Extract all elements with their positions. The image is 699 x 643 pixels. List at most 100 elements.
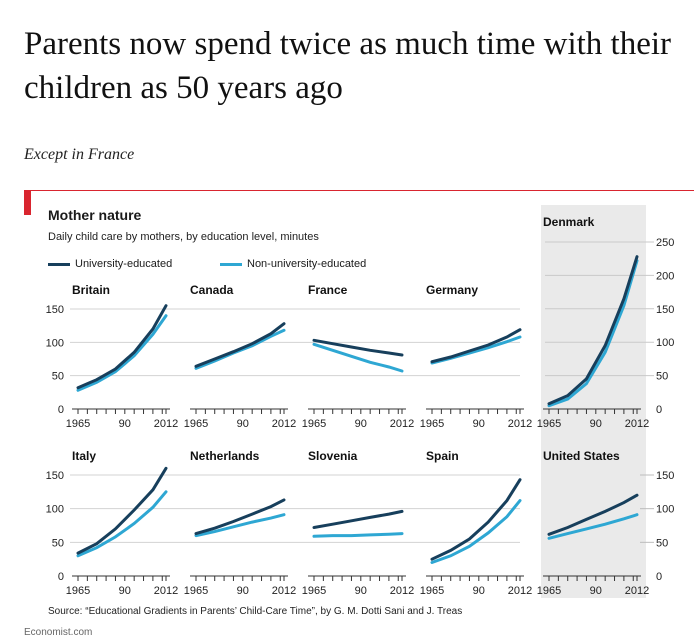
panel-title: Germany <box>426 283 478 297</box>
y-tick-label-denmark: 0 <box>656 404 662 416</box>
panel-netherlands: Netherlands 1965 90 2012 <box>184 449 296 597</box>
series-line-non-university <box>312 342 404 373</box>
y-tick-label-denmark: 200 <box>656 270 674 282</box>
legend-label-university: University-educated <box>75 258 173 270</box>
panel-title: Spain <box>426 449 459 463</box>
series-line-university <box>312 509 404 529</box>
x-tick-label: 2012 <box>272 418 296 430</box>
chart-subtitle: Daily child care by mothers, by educatio… <box>48 231 319 243</box>
legend-swatch-non-university <box>220 262 242 266</box>
panel-italy: Italy 1965 90 2012 <box>66 449 178 597</box>
panel-spain: Spain 1965 90 2012 <box>420 449 532 597</box>
panel-denmark: Denmark 1965 90 2012 <box>537 215 649 430</box>
x-tick-label: 1965 <box>537 418 561 430</box>
y-tick-label: 50 <box>52 371 64 383</box>
x-tick-label: 2012 <box>390 418 414 430</box>
y-tick-label: 100 <box>46 337 64 349</box>
series-line-non-university <box>76 490 168 558</box>
accent-tag <box>24 190 31 215</box>
source-note: Source: “Educational Gradients in Parent… <box>48 606 463 617</box>
x-tick-label: 90 <box>473 418 485 430</box>
series-line-non-university <box>547 259 639 408</box>
x-tick-label: 2012 <box>154 418 178 430</box>
panel-united-states: United States 1965 90 2012 <box>537 449 649 597</box>
x-tick-label: 90 <box>590 585 602 597</box>
series-line-university <box>312 338 404 357</box>
x-tick-label: 2012 <box>390 585 414 597</box>
panel-britain: Britain 1965 90 2012 <box>66 283 178 430</box>
x-tick-label: 2012 <box>625 585 649 597</box>
series-line-university <box>547 255 639 406</box>
panel-title: Italy <box>72 449 96 463</box>
headline: Parents now spend twice as much time wit… <box>24 26 672 106</box>
x-tick-label: 2012 <box>508 418 532 430</box>
x-tick-label: 90 <box>237 418 249 430</box>
panel-france: France 1965 90 2012 <box>302 283 414 430</box>
x-tick-label: 90 <box>355 585 367 597</box>
x-tick-label: 2012 <box>508 585 532 597</box>
panel-title: Slovenia <box>308 449 358 463</box>
y-tick-label-denmark: 100 <box>656 337 674 349</box>
panel-title: France <box>308 283 348 297</box>
x-tick-label: 1965 <box>66 418 90 430</box>
x-tick-label: 1965 <box>302 585 326 597</box>
legend-label-non-university: Non-university-educated <box>247 258 367 270</box>
subheadline: Except in France <box>24 146 135 163</box>
x-tick-label: 1965 <box>537 585 561 597</box>
panel-title: Denmark <box>543 215 595 229</box>
chart-title: Mother nature <box>48 207 142 223</box>
x-tick-label: 90 <box>119 585 131 597</box>
panel-slovenia: Slovenia 1965 90 2012 <box>302 449 414 597</box>
x-tick-label: 2012 <box>272 585 296 597</box>
x-tick-label: 2012 <box>154 585 178 597</box>
x-tick-label: 90 <box>590 418 602 430</box>
y-tick-label: 100 <box>46 504 64 516</box>
y-tick-label: 50 <box>52 537 64 549</box>
series-line-non-university <box>312 532 404 538</box>
legend-item-non-university: Non-university-educated <box>220 258 366 270</box>
y-tick-label: 0 <box>58 404 64 416</box>
x-tick-label: 1965 <box>66 585 90 597</box>
legend-item-university: University-educated <box>48 258 172 270</box>
panel-title: Britain <box>72 283 110 297</box>
y-tick-label-right: 50 <box>656 537 668 549</box>
x-tick-label: 1965 <box>302 418 326 430</box>
brand-credit: Economist.com <box>24 627 93 638</box>
panel-germany: Germany 1965 90 2012 <box>420 283 532 430</box>
panel-canada: Canada 1965 90 2012 <box>184 283 296 430</box>
x-tick-label: 90 <box>237 585 249 597</box>
series-line-non-university <box>76 314 168 392</box>
series-line-non-university <box>430 499 522 564</box>
y-tick-label-right: 150 <box>656 470 674 482</box>
legend-swatch-university <box>48 262 70 266</box>
x-tick-label: 1965 <box>420 418 444 430</box>
panel-title: Netherlands <box>190 449 260 463</box>
y-tick-label-denmark: 250 <box>656 237 674 249</box>
x-tick-label: 1965 <box>184 418 208 430</box>
y-tick-label-denmark: 150 <box>656 304 674 316</box>
y-tick-label-right: 100 <box>656 504 674 516</box>
y-tick-label-right: 0 <box>656 571 662 583</box>
series-line-university <box>194 498 286 536</box>
series-line-university <box>430 478 522 561</box>
series-line-university <box>194 322 286 368</box>
accent-rule <box>24 190 694 191</box>
series-line-university <box>430 328 522 364</box>
y-tick-label: 150 <box>46 470 64 482</box>
x-tick-label: 2012 <box>625 418 649 430</box>
series-line-non-university <box>194 513 286 538</box>
panel-title: United States <box>543 449 620 463</box>
x-tick-label: 90 <box>119 418 131 430</box>
series-line-non-university <box>194 328 286 370</box>
series-line-university <box>547 493 639 536</box>
x-tick-label: 1965 <box>184 585 208 597</box>
x-tick-label: 90 <box>355 418 367 430</box>
y-tick-label: 0 <box>58 571 64 583</box>
panel-title: Canada <box>190 283 234 297</box>
series-line-university <box>76 304 168 390</box>
x-tick-label: 1965 <box>420 585 444 597</box>
y-tick-label: 150 <box>46 304 64 316</box>
series-line-university <box>76 466 168 555</box>
y-tick-label-denmark: 50 <box>656 371 668 383</box>
